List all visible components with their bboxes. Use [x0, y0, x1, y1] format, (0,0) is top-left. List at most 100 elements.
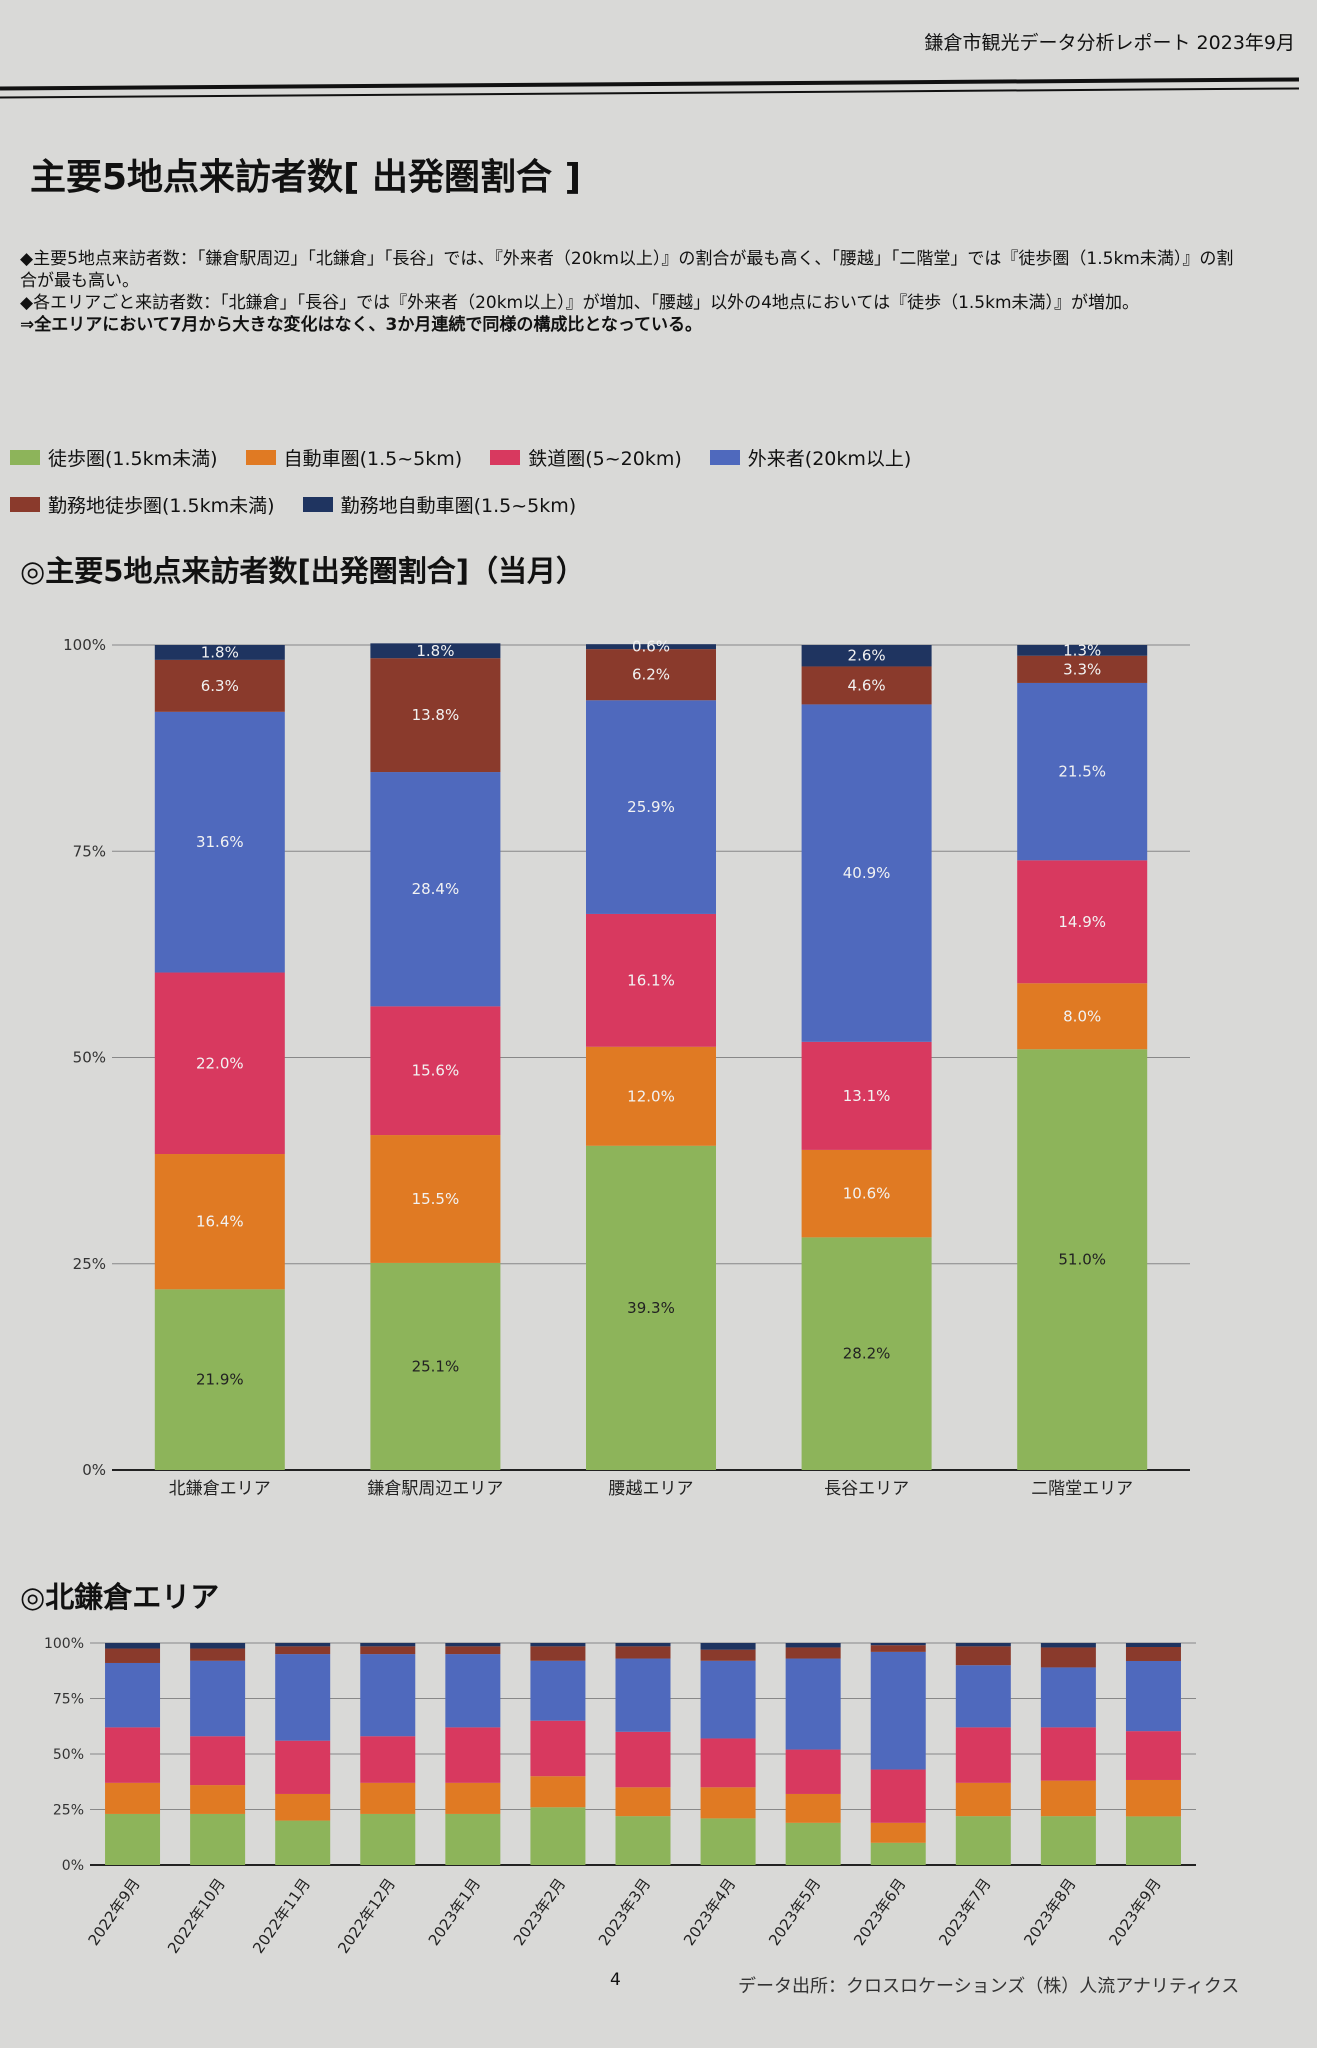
bar-segment: [870, 1822, 926, 1843]
legend-swatch: [302, 497, 333, 512]
x-tick-label: 鎌倉駅周辺エリア: [367, 1479, 503, 1499]
bar-segment: [530, 1776, 586, 1808]
bar-segment: [615, 1787, 671, 1817]
bar-segment: [615, 1731, 671, 1788]
bar-segment: [154, 645, 285, 660]
bar-segment: [105, 1662, 161, 1728]
data-label: 1.8%: [201, 643, 239, 661]
x-tick-label: 2023年2月: [510, 1875, 569, 1949]
report-header: 鎌倉市観光データ分析レポート 2023年9月: [924, 32, 1295, 54]
page-number: 4: [610, 1970, 621, 1990]
bar-segment: [785, 1643, 841, 1648]
legend-swatch: [10, 450, 40, 465]
bar-segment: [700, 1738, 756, 1788]
x-tick-label: 2023年8月: [1020, 1875, 1079, 1949]
bar-segment: [445, 1643, 501, 1647]
bar-segment: [1017, 983, 1148, 1050]
bar-segment: [275, 1643, 331, 1647]
y-tick-label: 75%: [73, 842, 106, 860]
bar-segment: [154, 1154, 285, 1290]
bar-segment: [530, 1660, 586, 1721]
bar-segment: [190, 1648, 246, 1661]
bar-segment: [955, 1727, 1011, 1783]
bar-segment: [615, 1658, 671, 1732]
bar-segment: [530, 1720, 586, 1777]
bar-segment: [801, 1041, 932, 1150]
bar-segment: [700, 1660, 756, 1739]
bar-segment: [275, 1654, 331, 1741]
bar-segment: [1017, 682, 1148, 861]
bar-segment: [190, 1643, 246, 1649]
x-tick-label: 二階堂エリア: [1031, 1479, 1133, 1499]
x-tick-label: 2023年7月: [935, 1875, 994, 1949]
bar-segment: [360, 1736, 416, 1783]
data-label: 8.0%: [1063, 1007, 1101, 1025]
bar-segment: [700, 1649, 756, 1661]
data-label: 39.3%: [627, 1299, 675, 1317]
data-label: 22.0%: [196, 1054, 244, 1072]
bar-segment: [955, 1816, 1011, 1865]
bar-segment: [105, 1782, 161, 1814]
legend-item-walk: 徒歩圏(1.5km未満): [10, 444, 218, 471]
data-label: 25.1%: [412, 1357, 460, 1375]
data-label: 25.9%: [627, 798, 675, 816]
legend-item-work-walk: 勤務地徒歩圏(1.5km未満): [10, 491, 275, 518]
bar-segment: [785, 1647, 841, 1659]
y-tick-label: 25%: [53, 1803, 84, 1819]
y-tick-label: 100%: [44, 1636, 84, 1652]
x-tick-label: 2023年5月: [765, 1875, 824, 1949]
bar-segment: [586, 700, 716, 914]
y-tick-label: 75%: [53, 1692, 84, 1708]
data-label: 2.6%: [848, 647, 886, 665]
summary-conclusion: ⇒全エリアにおいて7月から大きな変化はなく、3か月連続で同様の構成比となっている…: [20, 315, 703, 335]
bar-segment: [785, 1793, 841, 1823]
bar-segment: [190, 1785, 246, 1814]
data-label: 15.6%: [412, 1062, 460, 1080]
bar-segment: [360, 1782, 416, 1814]
legend-swatch: [490, 450, 521, 465]
bar-segment: [190, 1813, 246, 1865]
bar-segment: [615, 1816, 671, 1865]
data-label: 4.6%: [848, 676, 886, 694]
bar-segment: [801, 704, 932, 1042]
x-tick-label: 2023年3月: [595, 1875, 654, 1949]
bar-segment: [1017, 1049, 1148, 1470]
legend-item-outside: 外来者(20km以上): [709, 444, 911, 471]
bar-segment: [360, 1654, 416, 1737]
legend-item-rail: 鉄道圏(5~20km): [490, 444, 682, 471]
y-tick-label: 50%: [73, 1049, 106, 1067]
x-tick-label: 2023年6月: [850, 1875, 909, 1949]
bar-segment: [105, 1727, 161, 1783]
bar-segment: [586, 913, 716, 1047]
bar-segment: [955, 1643, 1011, 1647]
data-label: 51.0%: [1058, 1251, 1106, 1269]
bar-segment: [105, 1648, 161, 1663]
x-tick-label: 2022年9月: [84, 1875, 143, 1949]
data-label: 12.0%: [627, 1087, 675, 1105]
bar-segment: [275, 1740, 331, 1794]
bar-segment: [360, 1643, 416, 1647]
bar-segment: [370, 1262, 501, 1470]
bar-segment: [1040, 1647, 1096, 1668]
bar-segment: [615, 1643, 671, 1647]
bar-segment: [870, 1842, 926, 1865]
bar-segment: [801, 1237, 932, 1470]
y-tick-label: 0%: [62, 1858, 84, 1874]
legend-swatch: [709, 450, 740, 465]
y-tick-label: 0%: [82, 1461, 106, 1479]
bar-segment: [801, 645, 932, 667]
bar-segment: [801, 1149, 932, 1238]
bar-segment: [785, 1658, 841, 1750]
bar-segment: [586, 1145, 716, 1470]
bar-segment: [1125, 1660, 1181, 1732]
bar-segment: [370, 643, 501, 659]
bar-segment: [700, 1643, 756, 1650]
bar-segment: [275, 1820, 331, 1865]
data-label: 16.4%: [196, 1213, 244, 1231]
data-label: 21.5%: [1058, 763, 1106, 781]
x-tick-label: 2022年11月: [249, 1875, 314, 1957]
page-title: 主要5地点来訪者数[ 出発圏割合 ]: [30, 157, 582, 198]
bar-segment: [530, 1807, 586, 1865]
legend-item-car: 自動車圏(1.5~5km): [245, 444, 462, 471]
